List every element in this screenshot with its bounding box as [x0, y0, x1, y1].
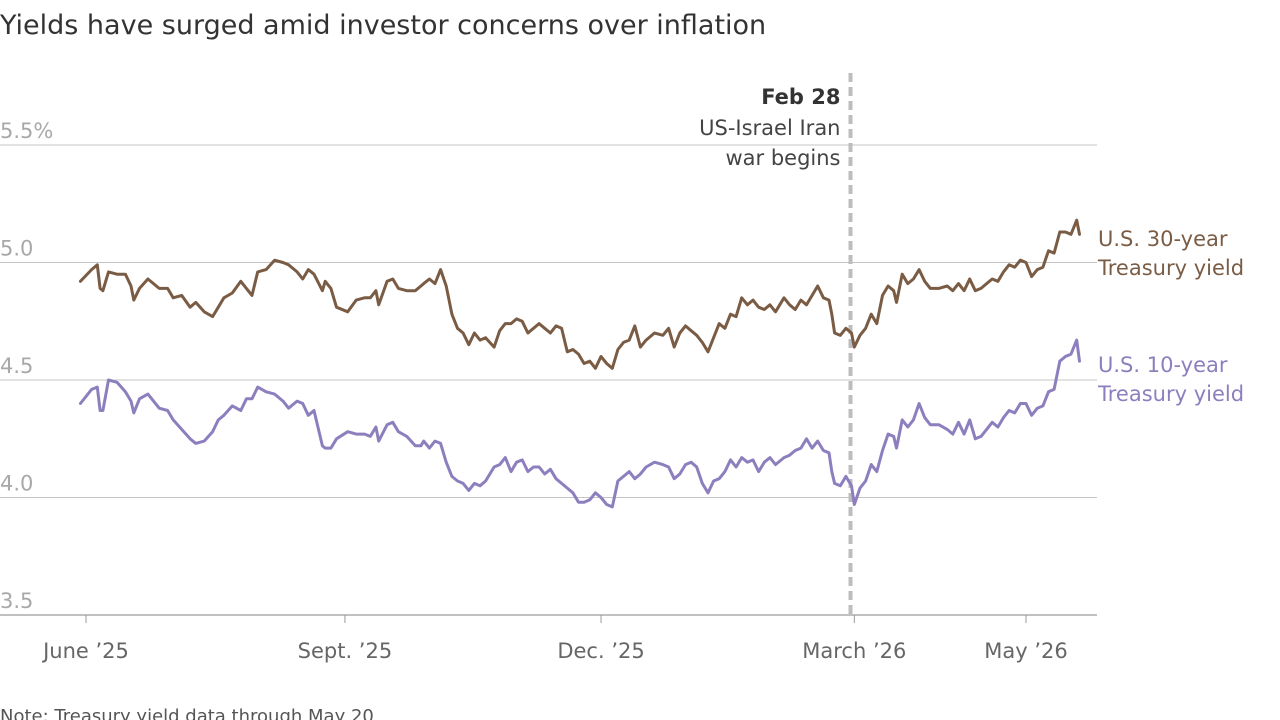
series-line-30-year [78, 218, 1081, 370]
annotation-text: war begins [725, 146, 840, 170]
annotation-text: US-Israel Iran [699, 116, 840, 140]
series-line-10-year [78, 338, 1081, 509]
annotation-date: Feb 28 [761, 85, 840, 109]
series-lines [78, 218, 1081, 509]
y-tick-label: 5.5% [0, 119, 53, 143]
series-label-10-year: Treasury yield [1097, 382, 1244, 406]
x-tick-label: June ’25 [41, 639, 129, 663]
chart-note: Note: Treasury yield data through May 20 [0, 706, 374, 720]
x-tick-label: Dec. ’25 [557, 639, 644, 663]
event-annotation: Feb 28 US-Israel Iran war begins [699, 73, 853, 615]
x-tick-label: May ’26 [984, 639, 1068, 663]
y-tick-label: 4.5 [0, 354, 33, 378]
gridlines [0, 144, 1097, 616]
y-tick-label: 4.0 [0, 472, 33, 496]
x-axis-ticks: June ’25 Sept. ’25 Dec. ’25 March ’26 May ’2… [41, 615, 1068, 663]
chart-title: Yields have surged amid investor concern… [0, 10, 766, 41]
series-labels: U.S. 30-year Treasury yield U.S. 10-year Tr… [1097, 227, 1244, 406]
x-tick-label: Sept. ’25 [298, 639, 393, 663]
y-axis-ticks: 5.5% 5.0 4.5 4.0 3.5 [0, 119, 53, 613]
series-label-30-year: Treasury yield [1097, 256, 1244, 280]
series-label-10-year: U.S. 10-year [1098, 353, 1228, 377]
x-tick-label: March ’26 [802, 639, 906, 663]
y-tick-label: 3.5 [0, 589, 33, 613]
y-tick-label: 5.0 [0, 237, 33, 261]
series-label-30-year: U.S. 30-year [1098, 227, 1228, 251]
